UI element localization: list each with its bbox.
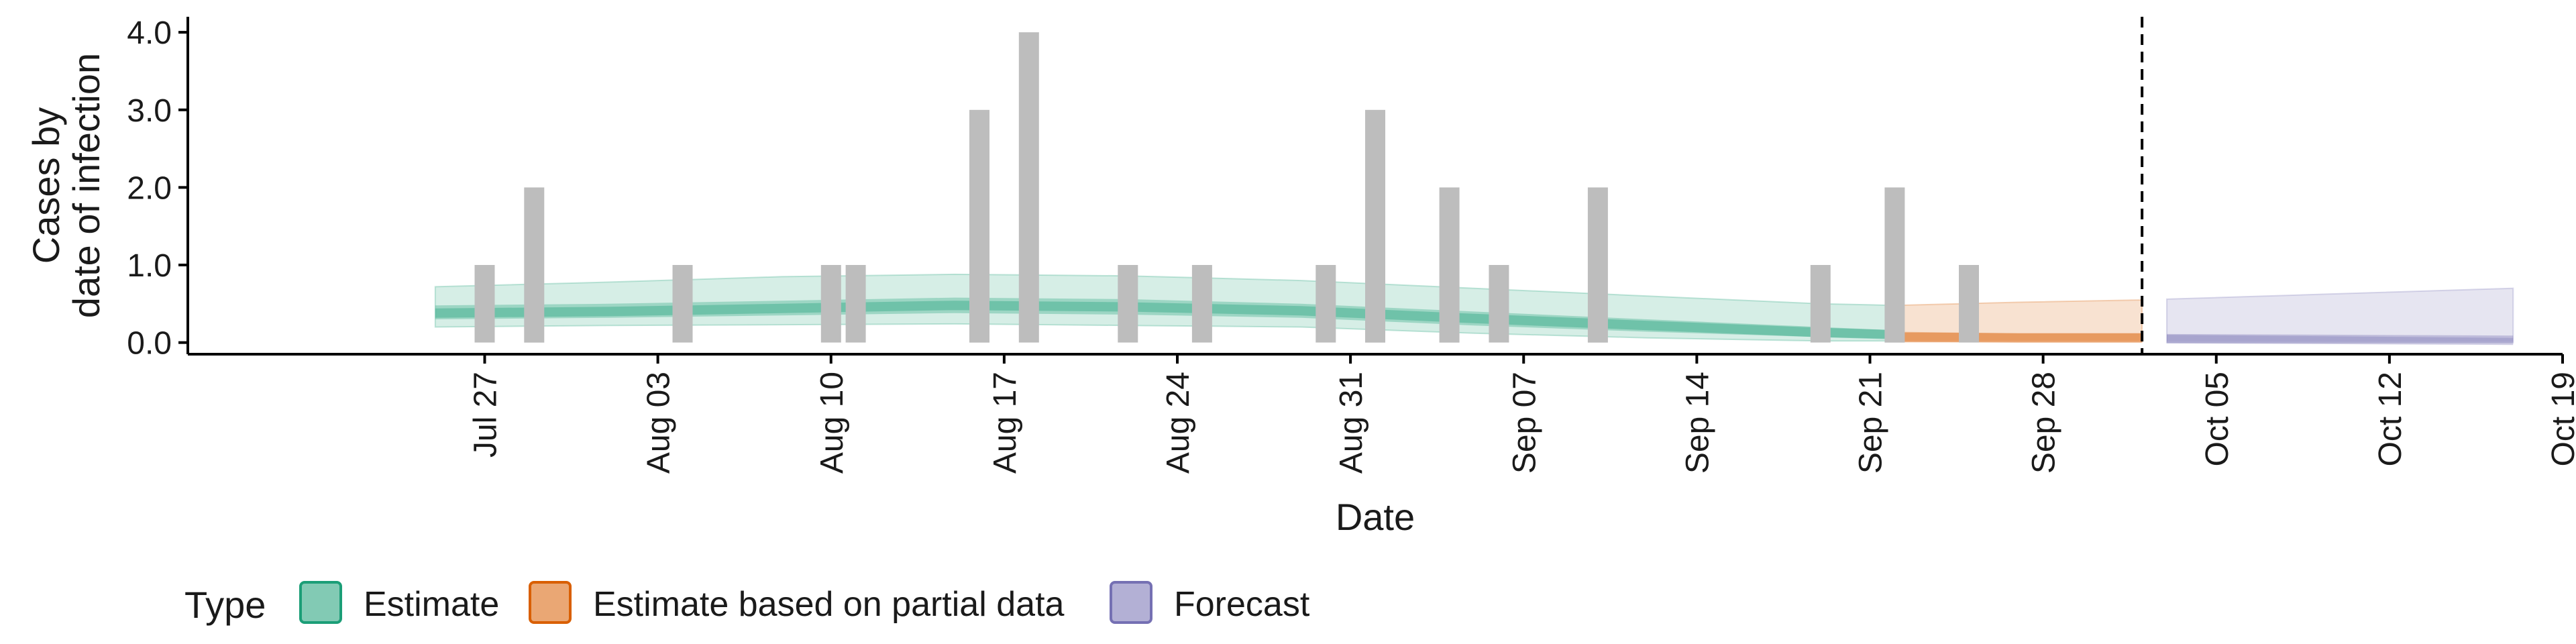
bar-6 <box>1018 32 1039 343</box>
legend: Type Estimate Estimate based on partial d… <box>184 581 1310 626</box>
legend-label-1: Estimate based on partial data <box>593 585 1065 624</box>
x-tick-label-1: Aug 03 <box>641 372 677 474</box>
bar-3 <box>820 265 841 343</box>
y-tick-label-1: 1.0 <box>127 248 172 284</box>
x-axis-title: Date <box>1336 496 1415 538</box>
x-tick-label-11: Oct 12 <box>2373 372 2408 466</box>
bar-14 <box>1810 265 1831 343</box>
x-tick-label-9: Sep 28 <box>2027 372 2062 474</box>
x-tick-label-7: Sep 14 <box>1680 372 1715 474</box>
x-axis-ticks: Jul 27 Aug 03 Aug 10 Aug 17 Aug 24 Aug 31 Sep … <box>468 354 2576 474</box>
ribbon-median-0-0 <box>435 301 1895 340</box>
bar-4 <box>845 265 866 343</box>
x-tick-label-4: Aug 24 <box>1161 372 1196 474</box>
bar-10 <box>1365 109 1385 343</box>
bar-1 <box>524 187 545 343</box>
bar-9 <box>1316 265 1336 343</box>
y-axis-ticks: 0.0 1.0 2.0 3.0 4.0 <box>127 15 188 362</box>
bar-15 <box>1884 187 1905 343</box>
bar-8 <box>1191 265 1212 343</box>
x-tick-label-8: Sep 21 <box>1854 372 1889 474</box>
x-tick-label-12: Oct 19 <box>2546 372 2576 466</box>
bar-16 <box>1959 265 1979 343</box>
legend-swatch-1 <box>529 581 572 624</box>
x-tick-label-0: Jul 27 <box>468 372 504 458</box>
legend-swatch-2 <box>1110 581 1152 624</box>
bar-11 <box>1439 187 1460 343</box>
legend-swatch-0 <box>299 581 342 624</box>
bar-0 <box>474 265 495 343</box>
ribbon-median-1-0 <box>1894 332 2143 343</box>
y-tick-label-4: 4.0 <box>127 15 172 51</box>
x-tick-label-5: Aug 31 <box>1334 372 1369 474</box>
bar-7 <box>1118 265 1138 343</box>
bar-2 <box>672 265 693 343</box>
y-axis-title-line-2: date of infection <box>65 53 107 318</box>
x-tick-label-2: Aug 10 <box>814 372 850 474</box>
bars-layer <box>474 32 1979 343</box>
x-tick-label-10: Oct 05 <box>2200 372 2235 466</box>
ribbon-inner-2-0 <box>2167 335 2514 342</box>
legend-title: Type <box>184 584 266 626</box>
y-tick-label-3: 3.0 <box>127 93 172 129</box>
x-tick-label-3: Aug 17 <box>987 372 1023 474</box>
y-axis-title-line-1: Cases by <box>25 107 67 264</box>
ribbon-inner-0-0 <box>435 297 1895 339</box>
ribbons-layer <box>434 273 2514 345</box>
ribbon-median-2-0 <box>2166 333 2514 345</box>
y-tick-label-2: 2.0 <box>127 170 172 206</box>
legend-label-2: Forecast <box>1174 585 1310 624</box>
axes <box>186 17 2563 356</box>
legend-label-0: Estimate <box>364 585 499 624</box>
x-tick-label-6: Sep 07 <box>1507 372 1542 474</box>
y-tick-label-0: 0.0 <box>127 326 172 362</box>
bar-13 <box>1587 187 1608 343</box>
bar-12 <box>1489 265 1509 343</box>
ribbon-inner-1-0 <box>1894 331 2143 341</box>
ribbon-outer-2-0 <box>2166 287 2514 343</box>
legend-items: Estimate Estimate based on partial data Fo… <box>299 581 1310 624</box>
bar-5 <box>969 109 989 343</box>
